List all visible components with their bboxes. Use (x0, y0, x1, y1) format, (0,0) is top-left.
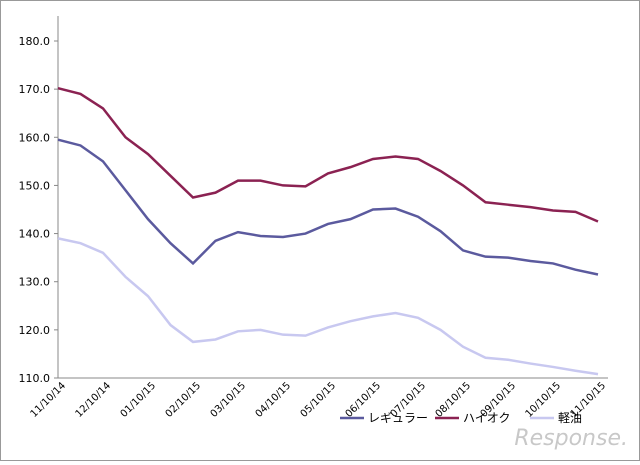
y-tick-label: 130.0 (19, 276, 51, 289)
line (57, 138, 599, 276)
y-tick-label: 170.0 (19, 83, 51, 96)
legend-label: レギュラー (368, 411, 428, 425)
legend-label: 軽油 (558, 411, 582, 425)
line (57, 86, 599, 223)
watermark: Response. (514, 426, 628, 451)
y-tick-label: 120.0 (19, 324, 51, 337)
y-tick-label: 160.0 (19, 131, 51, 144)
legend-label: ハイオク (463, 411, 511, 425)
y-tick-label: 140.0 (19, 228, 51, 241)
y-tick-label: 150.0 (19, 179, 51, 192)
line (57, 237, 599, 376)
y-tick-label: 180.0 (19, 35, 51, 48)
y-tick-label: 110.0 (19, 372, 51, 385)
